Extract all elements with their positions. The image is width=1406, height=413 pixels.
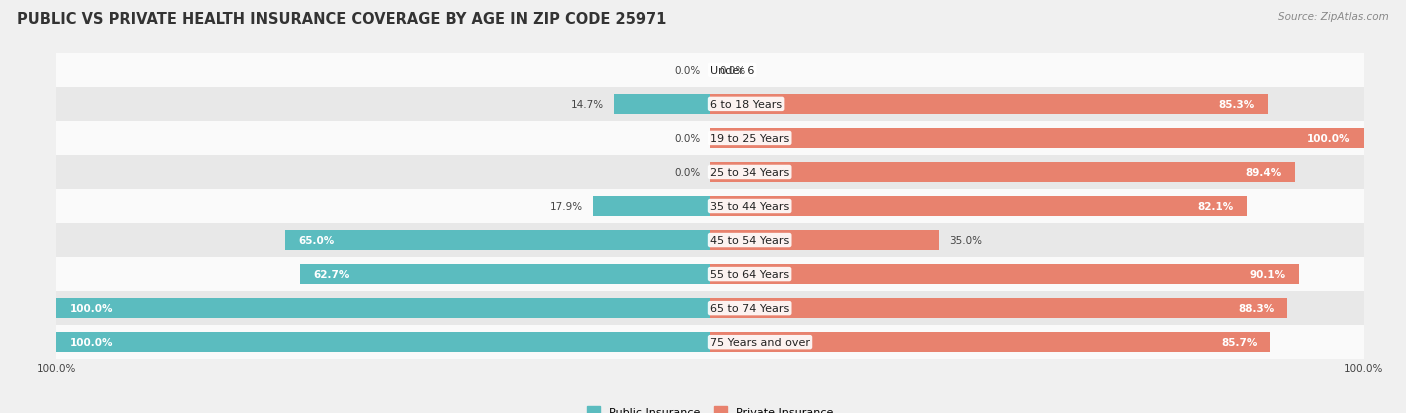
Text: 65 to 74 Years: 65 to 74 Years <box>710 304 789 313</box>
Bar <box>56 121 1364 156</box>
Text: 75 Years and over: 75 Years and over <box>710 337 810 347</box>
Bar <box>614 95 710 114</box>
Bar <box>593 197 710 216</box>
Text: 19 to 25 Years: 19 to 25 Years <box>710 133 789 144</box>
Text: 6 to 18 Years: 6 to 18 Years <box>710 100 782 109</box>
Bar <box>56 88 1364 121</box>
Bar <box>56 257 1364 292</box>
Text: 45 to 54 Years: 45 to 54 Years <box>710 235 789 245</box>
Text: 62.7%: 62.7% <box>314 269 350 280</box>
Text: 89.4%: 89.4% <box>1246 168 1281 178</box>
Bar <box>56 223 1364 257</box>
Text: Source: ZipAtlas.com: Source: ZipAtlas.com <box>1278 12 1389 22</box>
Bar <box>56 156 1364 190</box>
Bar <box>710 332 1271 352</box>
Text: 14.7%: 14.7% <box>571 100 605 109</box>
Text: 65.0%: 65.0% <box>298 235 335 245</box>
Bar <box>710 265 1299 284</box>
Text: 0.0%: 0.0% <box>673 133 700 144</box>
Bar <box>710 230 939 250</box>
Text: 100.0%: 100.0% <box>69 304 112 313</box>
Text: 17.9%: 17.9% <box>550 202 583 211</box>
Text: 0.0%: 0.0% <box>720 66 747 76</box>
Text: 0.0%: 0.0% <box>673 66 700 76</box>
Legend: Public Insurance, Private Insurance: Public Insurance, Private Insurance <box>582 402 838 413</box>
Text: PUBLIC VS PRIVATE HEALTH INSURANCE COVERAGE BY AGE IN ZIP CODE 25971: PUBLIC VS PRIVATE HEALTH INSURANCE COVER… <box>17 12 666 27</box>
Text: 82.1%: 82.1% <box>1198 202 1233 211</box>
Text: 0.0%: 0.0% <box>673 168 700 178</box>
Text: 85.7%: 85.7% <box>1220 337 1257 347</box>
Bar <box>56 299 710 318</box>
Text: 55 to 64 Years: 55 to 64 Years <box>710 269 789 280</box>
Bar <box>56 190 1364 223</box>
Text: Under 6: Under 6 <box>710 66 755 76</box>
Bar <box>299 265 710 284</box>
Text: 35.0%: 35.0% <box>949 235 981 245</box>
Text: 25 to 34 Years: 25 to 34 Years <box>710 168 789 178</box>
Bar <box>710 129 1364 148</box>
Bar <box>56 325 1364 359</box>
Text: 90.1%: 90.1% <box>1250 269 1286 280</box>
Bar <box>56 54 1364 88</box>
Text: 100.0%: 100.0% <box>69 337 112 347</box>
Bar <box>56 332 710 352</box>
Bar <box>285 230 710 250</box>
Bar <box>710 197 1247 216</box>
Bar <box>710 163 1295 183</box>
Text: 88.3%: 88.3% <box>1239 304 1274 313</box>
Text: 100.0%: 100.0% <box>1308 133 1351 144</box>
Text: 85.3%: 85.3% <box>1219 100 1254 109</box>
Bar <box>710 95 1268 114</box>
Bar <box>56 292 1364 325</box>
Bar <box>710 299 1288 318</box>
Text: 35 to 44 Years: 35 to 44 Years <box>710 202 789 211</box>
